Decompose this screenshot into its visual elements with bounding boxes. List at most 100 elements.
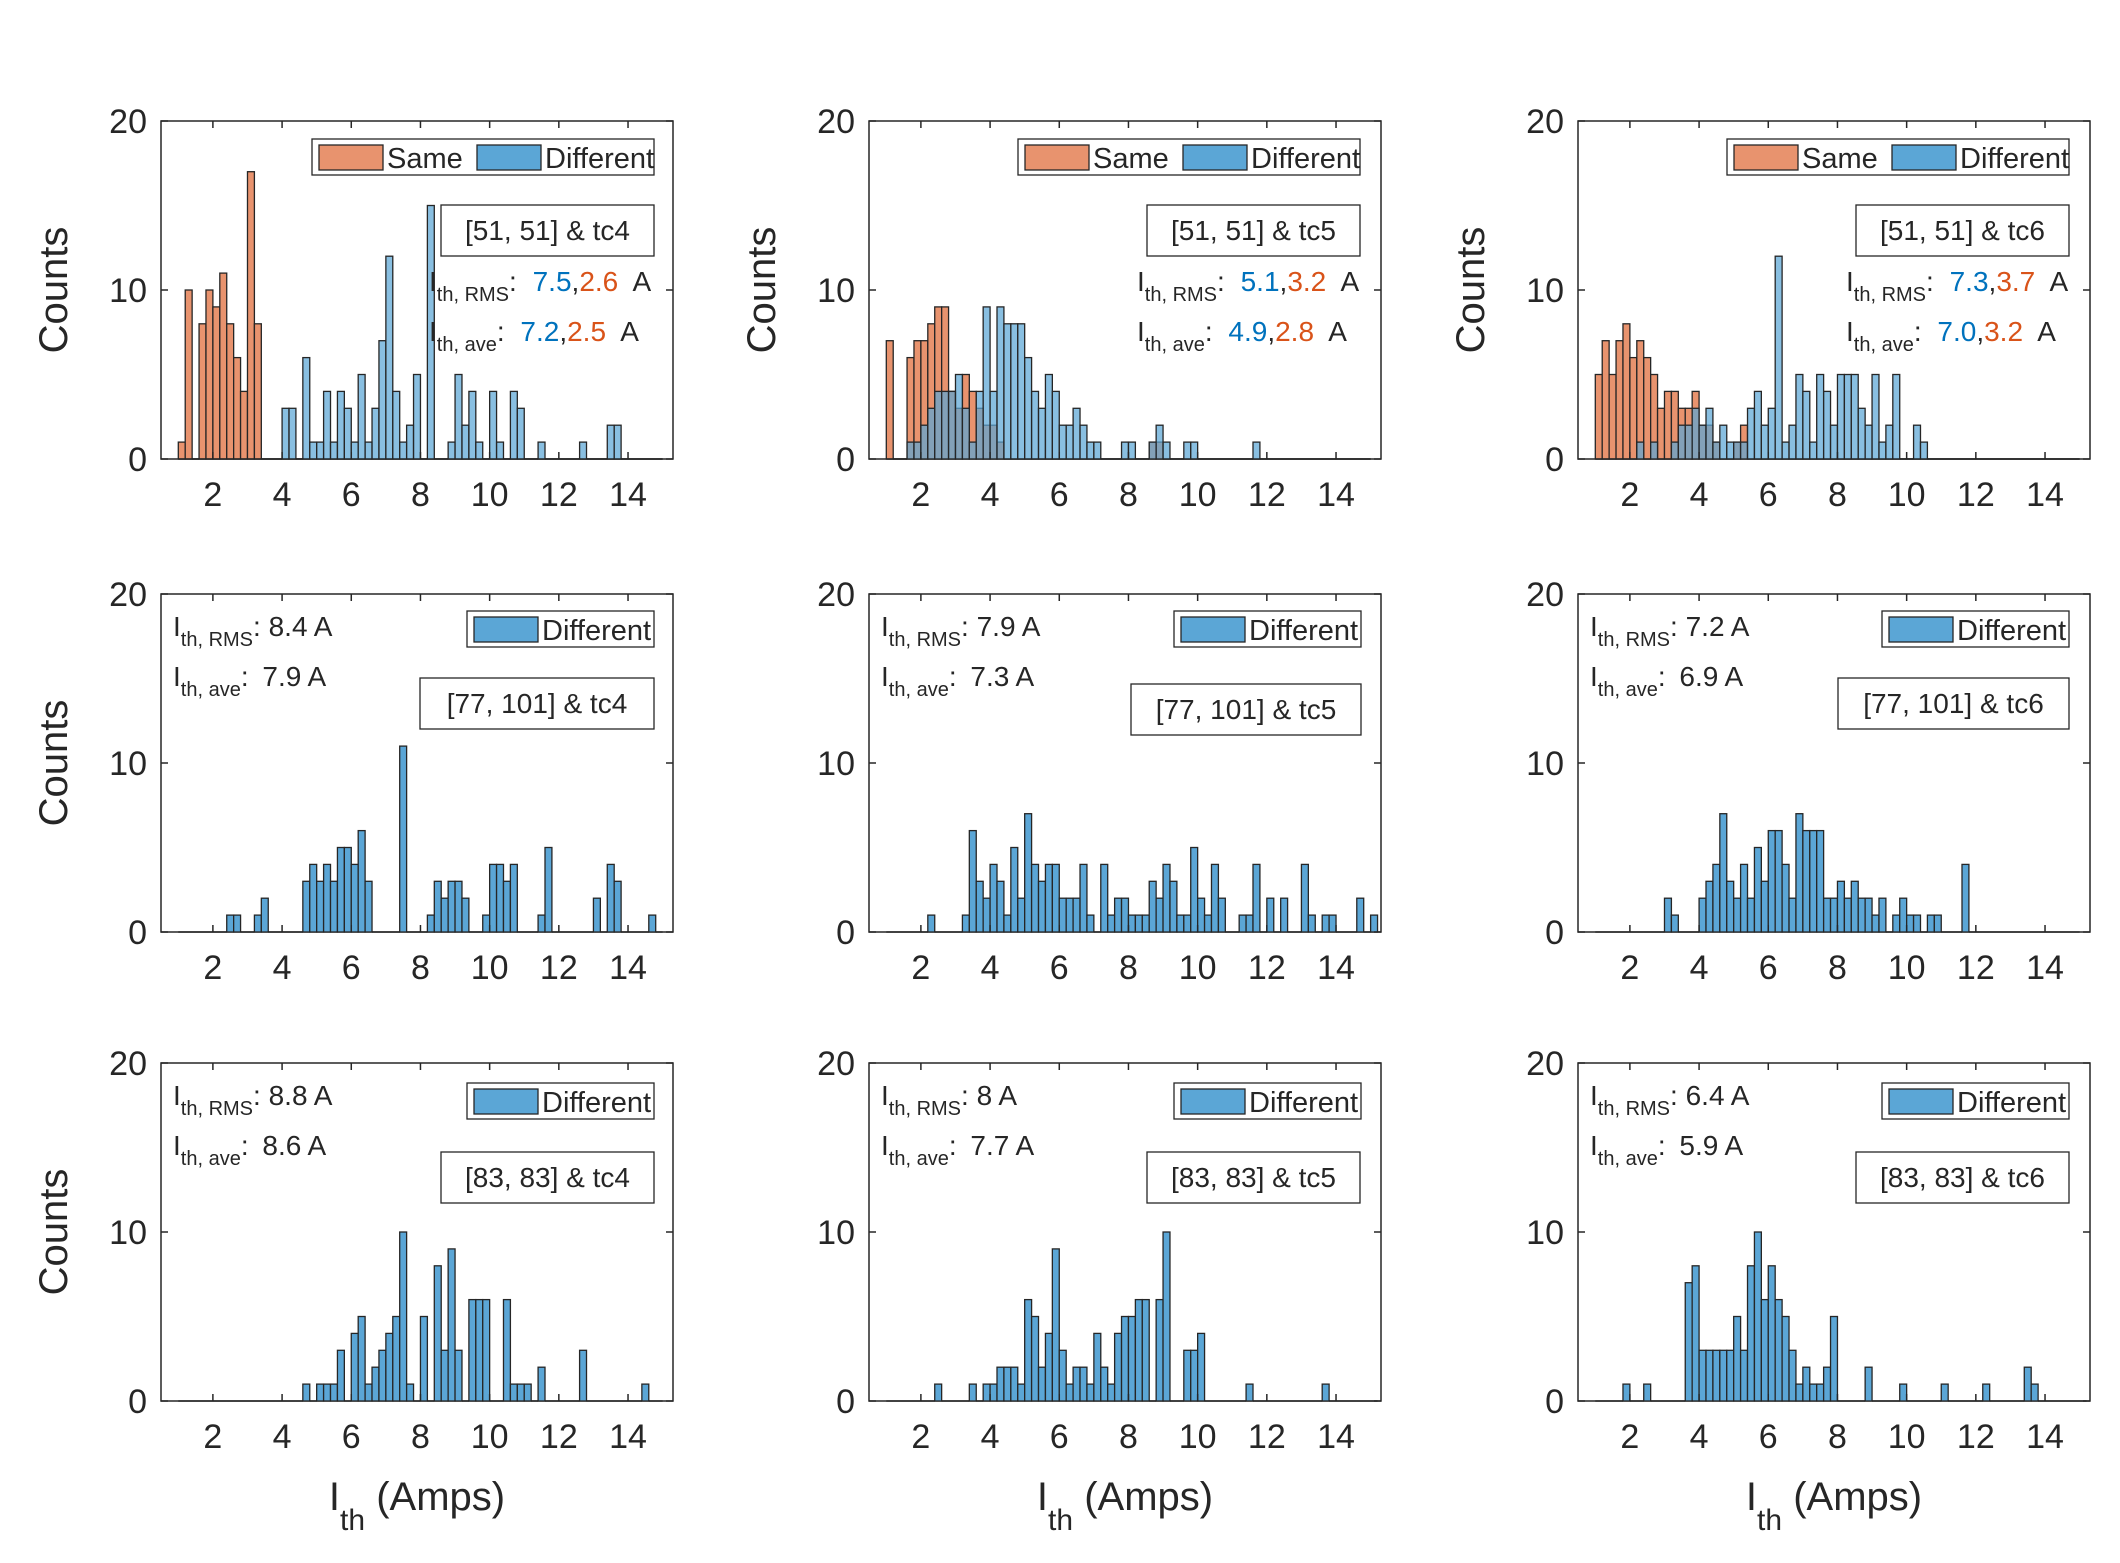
bar — [371, 1366, 380, 1402]
x-tick-label: 10 — [1888, 1418, 1926, 1456]
bar — [906, 441, 915, 460]
bar — [996, 306, 1005, 460]
bar — [1356, 897, 1365, 933]
bar — [1940, 1383, 1949, 1402]
bar — [392, 390, 401, 460]
bar — [1183, 441, 1192, 460]
bar — [934, 390, 943, 460]
legend-swatch-different — [473, 1088, 539, 1115]
bar — [1822, 1366, 1832, 1402]
bar — [509, 390, 518, 460]
bar — [1120, 1315, 1130, 1402]
legend: Different — [466, 610, 655, 648]
bar — [1698, 897, 1707, 933]
bar — [1753, 846, 1763, 933]
bar — [392, 1315, 401, 1402]
x-axis-label: Ith (Amps) — [1746, 1475, 1922, 1537]
bar — [1698, 1349, 1707, 1402]
bar — [1113, 897, 1123, 933]
x-tick-label: 6 — [1759, 949, 1778, 987]
bar — [1086, 441, 1095, 460]
bar — [996, 880, 1005, 933]
y-ticks: 0 10 20 — [817, 576, 1381, 952]
x-tick-label: 14 — [609, 476, 647, 514]
x-tick-label: 10 — [1179, 949, 1217, 987]
bar — [488, 390, 498, 460]
bar — [1712, 863, 1721, 933]
series-different — [1595, 813, 2080, 933]
bar — [1107, 914, 1116, 933]
bar — [1176, 914, 1185, 933]
bar — [1369, 914, 1379, 933]
bar — [433, 880, 442, 933]
bar — [475, 441, 484, 460]
bar — [537, 914, 546, 933]
bar — [1594, 373, 1603, 460]
bar — [989, 390, 998, 460]
x-ticks: 2 4 6 8 10 12 14 — [1620, 1063, 2064, 1456]
bar — [1093, 1332, 1102, 1402]
panel-2-3: 2 4 6 8 10 12 14 0 10 20 Different [77, 101] & tc6 I… — [1526, 576, 2091, 987]
bar — [378, 340, 387, 460]
config-box — [440, 1151, 655, 1204]
x-tick-label: 8 — [1119, 1418, 1138, 1456]
config-box — [1855, 204, 2070, 257]
bar — [433, 1265, 442, 1402]
x-tick-label: 6 — [342, 476, 361, 514]
panel-1-1: 2 4 6 8 10 12 14 0 10 20 Counts Same Different [51, 5… — [32, 103, 674, 514]
bar — [1024, 1298, 1033, 1402]
y-ticks: 0 10 20 — [109, 576, 673, 952]
bar — [1169, 880, 1178, 933]
bar — [1636, 441, 1645, 460]
bar — [1712, 441, 1721, 460]
config-box — [440, 204, 655, 257]
bar — [447, 1248, 456, 1402]
bar — [934, 1383, 943, 1402]
bar — [954, 373, 964, 460]
bar — [2030, 1383, 2039, 1402]
x-tick-label: 8 — [1119, 476, 1138, 514]
bar — [1155, 424, 1164, 460]
bar — [405, 1383, 415, 1402]
bar — [1643, 356, 1652, 460]
y-tick-label: 20 — [1526, 1045, 1564, 1083]
bar — [461, 424, 470, 460]
bar — [1816, 373, 1825, 460]
axes-box — [160, 593, 674, 933]
rms-stat: Ith, RMS: 5.1,3.2 A — [1137, 266, 1359, 306]
x-tick-label: 12 — [1248, 476, 1286, 514]
bars — [886, 813, 1379, 933]
legend-swatch-different — [1182, 144, 1248, 171]
x-tick-label: 4 — [1690, 1418, 1709, 1456]
bar — [1781, 1315, 1790, 1402]
bar — [1698, 424, 1707, 460]
bar — [1809, 829, 1818, 933]
bar — [1788, 1349, 1797, 1402]
axes-box — [1577, 593, 2091, 933]
bar — [1816, 1383, 1825, 1402]
bar — [1072, 897, 1081, 933]
bar — [302, 356, 311, 460]
x-tick-label: 2 — [1620, 1418, 1639, 1456]
bar — [968, 829, 977, 933]
bar — [454, 373, 463, 460]
y-tick-label: 20 — [1526, 103, 1564, 141]
y-tick-label: 10 — [109, 1214, 147, 1252]
bar — [357, 829, 366, 933]
bar — [1899, 1383, 1908, 1402]
panel-2-1: 2 4 6 8 10 12 14 0 10 20 Counts Different [77, 101] … — [32, 576, 674, 987]
bar — [578, 1349, 588, 1402]
bar — [232, 914, 242, 933]
bar — [1252, 863, 1261, 933]
bar — [1760, 1298, 1769, 1402]
bar — [1739, 1349, 1749, 1402]
bar — [1656, 407, 1666, 460]
y-tick-label: 10 — [817, 745, 855, 783]
bar — [440, 897, 449, 933]
config-label: [83, 83] & tc4 — [465, 1162, 630, 1193]
bar — [1643, 1383, 1652, 1402]
bar — [1196, 897, 1206, 933]
bar — [1753, 1231, 1763, 1402]
bar — [1134, 914, 1143, 933]
legend: Different — [1173, 1082, 1362, 1120]
